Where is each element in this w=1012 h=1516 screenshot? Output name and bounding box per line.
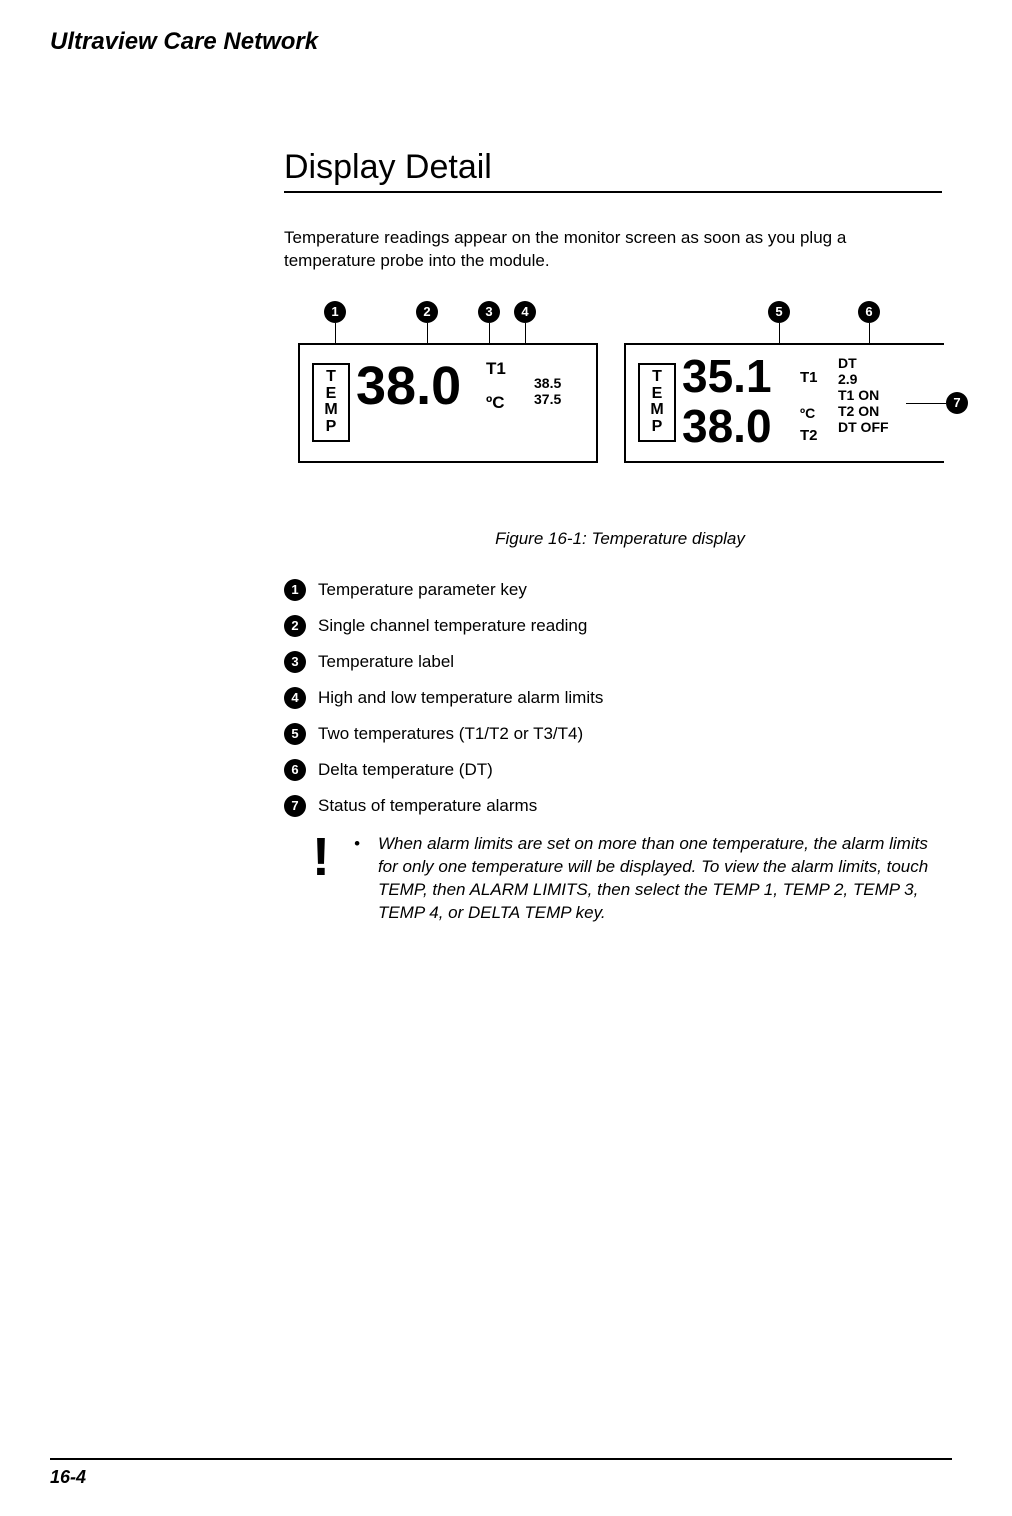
legend-text: Delta temperature (DT) xyxy=(318,760,493,780)
temp-unit: ºC xyxy=(486,393,505,413)
legend-text: Two temperatures (T1/T2 or T3/T4) xyxy=(318,724,583,744)
legend-item: 1 Temperature parameter key xyxy=(284,579,942,601)
t2-value: 38.0 xyxy=(682,399,772,453)
legend-number: 5 xyxy=(284,723,306,745)
dt-label: DT xyxy=(838,355,857,371)
legend-number: 4 xyxy=(284,687,306,709)
leader-7 xyxy=(906,403,946,404)
temperature-diagram: 1 2 3 4 5 6 TEMP 38.0 T1 ºC 38.5 37.5 xyxy=(298,301,942,521)
temp-key-2: TEMP xyxy=(638,363,676,442)
legend-text: High and low temperature alarm limits xyxy=(318,688,603,708)
legend-number: 1 xyxy=(284,579,306,601)
unit-2: ºC xyxy=(800,405,815,421)
page: Ultraview Care Network Display Detail Te… xyxy=(0,0,1012,1516)
legend-item: 5 Two temperatures (T1/T2 or T3/T4) xyxy=(284,723,942,745)
content-column: Display Detail Temperature readings appe… xyxy=(284,148,942,925)
figure-caption: Figure 16-1: Temperature display xyxy=(298,529,942,549)
callout-7: 7 xyxy=(946,392,968,414)
single-temp-panel: TEMP 38.0 T1 ºC 38.5 37.5 xyxy=(298,343,598,463)
document-header: Ultraview Care Network xyxy=(50,28,952,56)
temp-label-t1: T1 xyxy=(486,359,506,379)
page-number: 16-4 xyxy=(50,1467,86,1488)
legend-text: Single channel temperature reading xyxy=(318,616,587,636)
legend-text: Temperature label xyxy=(318,652,454,672)
callout-6: 6 xyxy=(858,301,880,323)
warning-note: ! • When alarm limits are set on more th… xyxy=(312,833,942,925)
t2-label: T2 xyxy=(800,427,818,444)
temp-value: 38.0 xyxy=(356,355,461,417)
bullet-icon: • xyxy=(354,833,360,925)
t2-alarm: T2 ON xyxy=(838,403,879,419)
section-title: Display Detail xyxy=(284,148,942,187)
footer-rule xyxy=(50,1458,952,1460)
legend-item: 2 Single channel temperature reading xyxy=(284,615,942,637)
legend-item: 6 Delta temperature (DT) xyxy=(284,759,942,781)
dt-alarm: DT OFF xyxy=(838,419,889,435)
note-body: • When alarm limits are set on more than… xyxy=(354,833,942,925)
callout-2: 2 xyxy=(416,301,438,323)
alarm-lo: 37.5 xyxy=(534,391,561,407)
legend-number: 2 xyxy=(284,615,306,637)
legend-list: 1 Temperature parameter key 2 Single cha… xyxy=(284,579,942,817)
temp-key: TEMP xyxy=(312,363,350,442)
dt-value: 2.9 xyxy=(838,371,857,387)
alarm-hi: 38.5 xyxy=(534,375,561,391)
legend-text: Temperature parameter key xyxy=(318,580,527,600)
callout-4: 4 xyxy=(514,301,536,323)
callout-3: 3 xyxy=(478,301,500,323)
dual-temp-panel: TEMP 35.1 38.0 T1 ºC T2 DT 2.9 T1 ON T2 … xyxy=(624,343,944,463)
exclamation-icon: ! xyxy=(312,833,330,925)
callout-1: 1 xyxy=(324,301,346,323)
legend-text: Status of temperature alarms xyxy=(318,796,537,816)
t1-label: T1 xyxy=(800,369,818,386)
legend-item: 4 High and low temperature alarm limits xyxy=(284,687,942,709)
note-text: When alarm limits are set on more than o… xyxy=(378,833,942,925)
legend-number: 3 xyxy=(284,651,306,673)
legend-item: 7 Status of temperature alarms xyxy=(284,795,942,817)
t1-alarm: T1 ON xyxy=(838,387,879,403)
section-rule xyxy=(284,191,942,193)
legend-number: 7 xyxy=(284,795,306,817)
callout-5: 5 xyxy=(768,301,790,323)
t1-value: 35.1 xyxy=(682,349,772,403)
legend-item: 3 Temperature label xyxy=(284,651,942,673)
intro-paragraph: Temperature readings appear on the monit… xyxy=(284,227,942,273)
legend-number: 6 xyxy=(284,759,306,781)
